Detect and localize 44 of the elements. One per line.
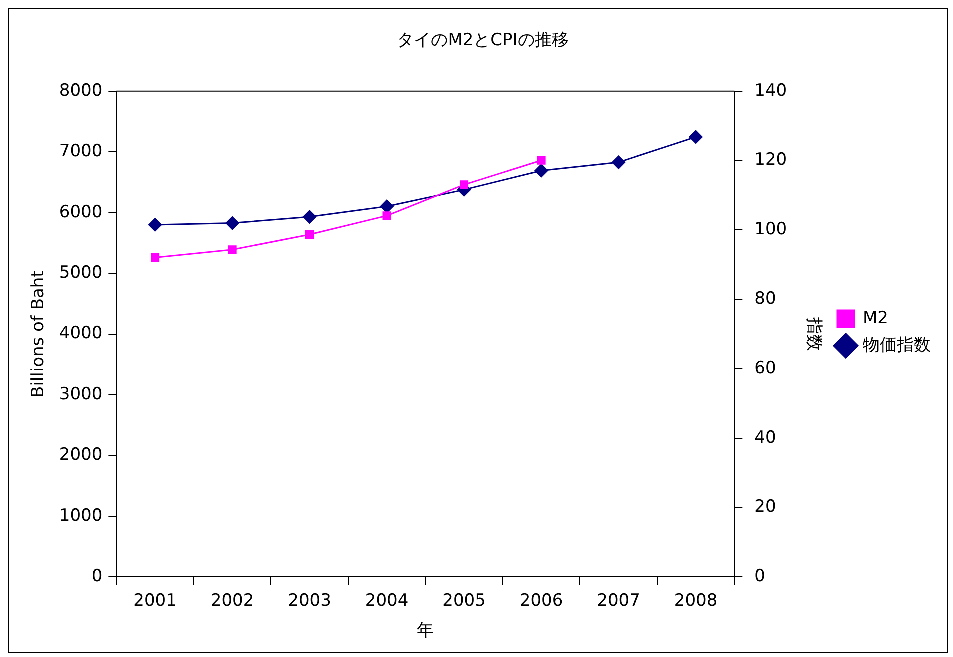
y2-tick-label: 60 <box>754 358 776 378</box>
point <box>460 180 469 190</box>
point <box>537 156 546 165</box>
legend-label: M2 <box>863 308 888 328</box>
x-tick-label: 2001 <box>134 590 177 611</box>
point <box>148 218 162 232</box>
y-tick-label: 5000 <box>59 262 103 283</box>
point <box>689 130 703 144</box>
y-tick-label: 0 <box>92 566 103 587</box>
y-tick-label: 6000 <box>59 202 103 222</box>
y2-axis-title: 指数 <box>804 316 824 352</box>
y2-tick-label: 100 <box>754 220 788 240</box>
y-tick-label: 7000 <box>59 142 103 162</box>
x-tick-label: 2005 <box>442 590 486 611</box>
y-axis-title: Billions of Baht <box>28 270 49 398</box>
point <box>306 230 314 239</box>
y-tick-label: 3000 <box>59 384 103 404</box>
point <box>380 200 394 214</box>
x-tick-label: 2006 <box>520 590 564 611</box>
point <box>226 216 240 230</box>
y-tick-label: 2000 <box>59 445 103 466</box>
point <box>534 164 548 178</box>
point <box>151 254 160 262</box>
x-tick-label: 2002 <box>210 590 254 611</box>
y-tick-label: 1000 <box>59 506 103 526</box>
y2-tick-label: 20 <box>754 497 776 518</box>
point <box>228 246 237 254</box>
x-tick-label: 2004 <box>365 590 409 611</box>
point <box>303 210 317 224</box>
y2-tick-label: 0 <box>754 566 766 587</box>
y2-tick-label: 120 <box>754 150 788 170</box>
y2-tick-label: 80 <box>754 289 776 310</box>
y-tick-label: 8000 <box>59 80 103 101</box>
x-tick-label: 2003 <box>288 590 332 611</box>
x-tick-label: 2007 <box>597 590 640 611</box>
y2-tick-label: 140 <box>754 80 788 101</box>
point <box>612 156 626 170</box>
point <box>382 212 392 220</box>
x-axis-title: 年 <box>417 621 434 642</box>
legend-label: 物価指数 <box>863 335 931 356</box>
chart-title: タイのM2とCPIの推移 <box>397 30 569 51</box>
x-tick-label: 2008 <box>674 590 718 611</box>
y-tick-label: 4000 <box>59 324 103 344</box>
y2-tick-label: 40 <box>754 428 776 448</box>
